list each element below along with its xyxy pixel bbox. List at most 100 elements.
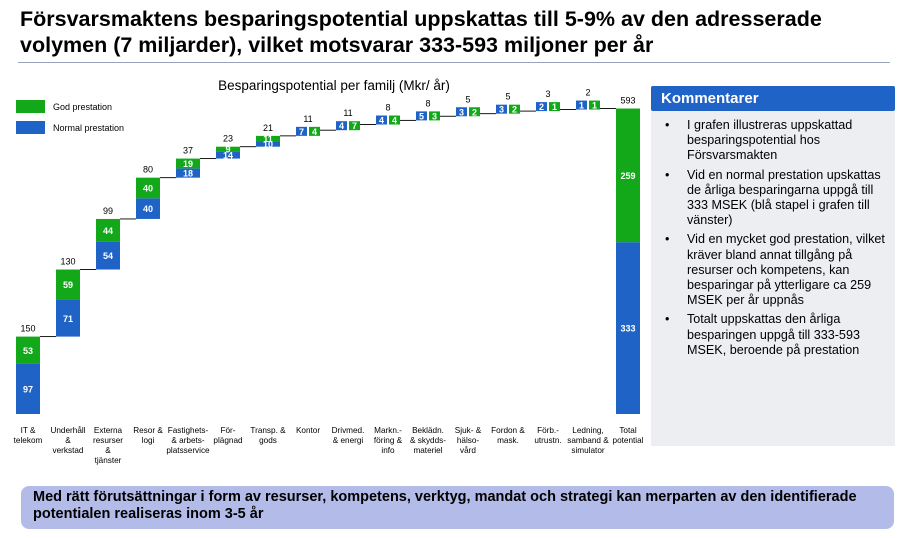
bar-label-good: 1 [592, 101, 597, 111]
bar-total-label: 99 [103, 206, 113, 216]
bar-good [509, 104, 520, 114]
bar-label-normal: 10 [263, 140, 273, 150]
bar-normal [296, 126, 307, 136]
category-label: Total potential [613, 426, 644, 445]
bar-label-good: 4 [392, 116, 397, 126]
bar-label-normal: 18 [183, 169, 193, 179]
bar-good [16, 336, 40, 364]
category-label: Drivmed. & energi [332, 426, 365, 445]
bar-good [589, 100, 600, 110]
bar-total-label: 23 [223, 134, 233, 144]
bar-label-good: 4 [312, 127, 317, 137]
bar-normal [176, 168, 200, 178]
bar-good [389, 115, 400, 125]
legend-label-normal: Normal prestation [53, 123, 124, 133]
category-label: Markn.-föring & info [374, 426, 403, 455]
bar-label-good: 1 [552, 102, 557, 112]
bar-label-normal: 3 [459, 107, 464, 117]
category-labels-group: IT & telekom Underhåll & verkstad Externa resu… [14, 425, 644, 465]
category-label: Beklädn. & skydds-materiel [410, 426, 446, 455]
connectors-group [40, 108, 616, 338]
bar-normal [256, 141, 280, 147]
bar-total-label: 593 [620, 96, 635, 106]
comment-item: I grafen illustreras uppskattad besparin… [665, 118, 895, 164]
bar-normal [616, 242, 640, 414]
category-label: Resor & logi [133, 426, 163, 445]
bar-total-label: 8 [425, 98, 430, 108]
bar-label-normal: 14 [223, 150, 233, 160]
bar-label-good: 2 [472, 107, 477, 117]
bar-label-normal: 2 [539, 102, 544, 112]
bar-total-label: 5 [465, 94, 470, 104]
bar-total-label: 11 [303, 114, 312, 124]
title-divider [18, 62, 890, 63]
comment-item: Totalt uppskattas den årliga besparingen… [665, 312, 895, 358]
bar-total-label: 80 [143, 165, 153, 175]
bar-label-good: 9 [225, 145, 230, 155]
bar-good [309, 126, 320, 136]
comments-header: Kommentarer [651, 86, 895, 111]
bar-normal [496, 104, 507, 114]
bar-label-normal: 1 [579, 101, 584, 111]
bar-good [216, 146, 240, 152]
category-label: För-plägnad [213, 426, 243, 445]
bar-label-good: 11 [263, 134, 273, 144]
bar-label-good: 59 [63, 280, 73, 290]
bar-label-normal: 71 [63, 314, 73, 324]
bar-total-label: 8 [385, 103, 390, 113]
category-label: Fordon & mask. [491, 426, 525, 445]
category-label: Kontor [296, 426, 320, 435]
bar-label-good: 259 [620, 171, 635, 181]
bar-good [469, 107, 480, 117]
bar-good [56, 269, 80, 300]
category-label: Sjuk- & hälso-vård [455, 426, 482, 455]
bar-normal [16, 363, 40, 414]
bar-good [429, 111, 440, 121]
comments-list: I grafen illustreras uppskattad besparin… [651, 118, 895, 358]
bar-total-label: 150 [20, 324, 35, 334]
bar-normal [536, 102, 547, 112]
conclusion-banner: Med rätt förutsättningar i form av resur… [21, 486, 894, 529]
bar-total-label: 3 [545, 89, 550, 99]
bar-normal [576, 100, 587, 110]
bar-label-good: 2 [512, 105, 517, 115]
bar-label-normal: 5 [419, 111, 424, 121]
bar-good [349, 121, 360, 131]
bar-label-good: 40 [143, 183, 153, 193]
bar-label-normal: 4 [379, 116, 384, 126]
category-label: Fastighets-& arbets-platsservice [166, 426, 210, 455]
bar-label-good: 44 [103, 226, 113, 236]
bar-label-good: 7 [352, 121, 357, 131]
bar-label-normal: 97 [23, 384, 33, 394]
bar-label-normal: 333 [620, 324, 635, 334]
bar-label-good: 3 [432, 111, 437, 121]
bar-label-normal: 54 [103, 251, 113, 261]
bar-normal [96, 241, 120, 270]
bar-good [616, 108, 640, 243]
legend-swatch-normal [16, 121, 45, 134]
category-label: IT & telekom [14, 426, 43, 445]
bar-total-label: 21 [263, 123, 273, 133]
comment-item: Vid en normal prestation upskattas de år… [665, 168, 895, 229]
waterfall-chart: Besparingspotential per familj (Mkr/ år)… [14, 78, 644, 465]
bar-normal [56, 299, 80, 337]
bar-good [136, 177, 160, 199]
bar-normal [456, 107, 467, 117]
category-label: Underhåll & verkstad [50, 425, 85, 455]
bar-good [549, 102, 560, 112]
bar-total-label: 2 [585, 88, 590, 98]
bar-normal [216, 151, 240, 159]
chart-title: Besparingspotential per familj (Mkr/ år) [218, 78, 450, 93]
bar-total-label: 5 [505, 92, 510, 102]
comments-panel: Kommentarer I grafen illustreras uppskat… [651, 86, 895, 446]
comment-item: Vid en mycket god prestation, vilket krä… [665, 232, 895, 308]
bar-total-label: 130 [60, 257, 75, 267]
category-label: Förb.-utrustn. [534, 426, 561, 445]
legend-swatch-good [16, 100, 45, 113]
legend-label-good: God prestation [53, 102, 112, 112]
category-label: Externa resurser & tjänster [93, 426, 123, 465]
bar-label-normal: 4 [339, 121, 344, 131]
page-title: Försvarsmaktens besparingspotential upps… [20, 7, 822, 57]
bar-label-normal: 7 [299, 127, 304, 137]
